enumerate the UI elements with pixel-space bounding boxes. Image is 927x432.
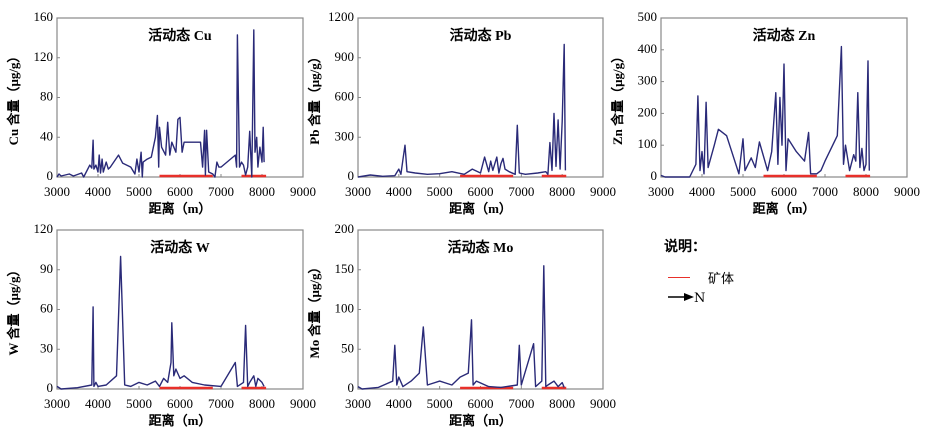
x-tick-label: 9000 [590, 396, 616, 411]
x-tick-label: 7000 [208, 184, 234, 199]
y-tick-label: 1200 [328, 9, 354, 24]
y-tick-label: 60 [40, 301, 53, 316]
x-tick-label: 7000 [508, 396, 534, 411]
x-tick-label: 4000 [85, 184, 111, 199]
series-line [357, 265, 565, 390]
y-tick-label: 90 [40, 261, 53, 276]
x-axis-label: 距离（m） [449, 201, 512, 216]
y-tick-label: 100 [335, 301, 355, 316]
y-tick-label: 200 [638, 104, 658, 119]
series-line [56, 255, 265, 390]
x-tick-label: 9000 [590, 184, 616, 199]
x-axis-label: 距离（m） [449, 413, 512, 428]
chart-title: 活动态 Cu [148, 27, 212, 44]
x-tick-label: 3000 [345, 396, 371, 411]
y-tick-label: 0 [47, 380, 54, 395]
y-axis-label: Mo 含量（μg/g） [307, 260, 322, 358]
y-tick-label: 160 [34, 9, 54, 24]
x-tick-label: 7000 [812, 184, 838, 199]
y-tick-label: 30 [40, 340, 53, 355]
y-tick-label: 150 [335, 261, 355, 276]
x-tick-label: 8000 [853, 184, 879, 199]
legend-north: N [668, 291, 734, 306]
chart-title: 活动态 W [150, 239, 210, 256]
x-axis-label: 距离（m） [149, 413, 212, 428]
chart-panel-3: 3000 4000 5000 6000 7000 8000 9000 0 30 60 90 120 距离… [6, 221, 316, 428]
arrow-right-icon [668, 291, 694, 306]
y-axis-label: W 含量（μg/g） [6, 264, 21, 356]
series-line [660, 45, 870, 178]
y-tick-label: 900 [335, 49, 355, 64]
x-tick-label: 6000 [468, 396, 494, 411]
y-tick-label: 200 [335, 221, 355, 236]
y-tick-label: 600 [335, 89, 355, 104]
y-tick-label: 300 [638, 73, 658, 88]
y-axis-label: Pb 含量（μg/g） [307, 50, 322, 144]
y-tick-label: 500 [638, 9, 658, 24]
x-tick-label: 5000 [427, 396, 453, 411]
y-tick-label: 120 [34, 49, 54, 64]
y-tick-label: 0 [651, 168, 658, 183]
y-tick-label: 300 [335, 128, 355, 143]
x-tick-label: 5000 [427, 184, 453, 199]
y-tick-label: 0 [47, 168, 54, 183]
x-tick-label: 6000 [167, 396, 193, 411]
y-tick-label: 0 [348, 380, 355, 395]
x-tick-label: 4000 [85, 396, 111, 411]
x-tick-label: 9000 [290, 396, 316, 411]
x-tick-label: 8000 [549, 184, 575, 199]
x-tick-label: 3000 [345, 184, 371, 199]
x-tick-label: 9000 [894, 184, 920, 199]
x-tick-label: 8000 [549, 396, 575, 411]
x-tick-label: 5000 [730, 184, 756, 199]
x-tick-label: 8000 [249, 396, 275, 411]
series-line [56, 29, 265, 178]
x-axis-label: 距离（m） [149, 201, 212, 216]
chart-panel-1: 3000 4000 5000 6000 7000 8000 9000 0 300 600 900 12… [307, 9, 616, 216]
chart-panel-4: 3000 4000 5000 6000 7000 8000 9000 0 50 100 150 200… [307, 221, 616, 428]
chart-title: 活动态 Zn [753, 27, 816, 44]
x-tick-label: 4000 [386, 396, 412, 411]
x-tick-label: 3000 [44, 184, 70, 199]
x-tick-label: 5000 [126, 396, 152, 411]
legend-ore-label: 矿体 [708, 272, 735, 287]
x-tick-label: 3000 [648, 184, 674, 199]
x-tick-label: 4000 [689, 184, 715, 199]
chart-title: 活动态 Pb [450, 27, 512, 44]
y-tick-label: 0 [348, 168, 355, 183]
y-axis-label: Cu 含量（μg/g） [6, 50, 21, 146]
legend-title: 说明： [664, 239, 706, 255]
series-line [357, 43, 567, 178]
x-tick-label: 6000 [771, 184, 797, 199]
legend-ore-body: 矿体 [668, 268, 734, 287]
y-tick-label: 50 [341, 340, 354, 355]
x-tick-label: 9000 [290, 184, 316, 199]
x-tick-label: 8000 [249, 184, 275, 199]
x-tick-label: 7000 [208, 396, 234, 411]
y-tick-label: 400 [638, 41, 658, 56]
x-axis-label: 距离（m） [753, 201, 816, 216]
chart-panel-0: 3000 4000 5000 6000 7000 8000 9000 0 40 80 120 160 距… [6, 9, 316, 216]
x-tick-label: 5000 [126, 184, 152, 199]
x-tick-label: 4000 [386, 184, 412, 199]
x-tick-label: 6000 [167, 184, 193, 199]
x-tick-label: 7000 [508, 184, 534, 199]
y-tick-label: 100 [638, 136, 658, 151]
ore-line-swatch [668, 277, 690, 278]
x-tick-label: 6000 [468, 184, 494, 199]
y-tick-label: 120 [34, 221, 54, 236]
y-axis-label: Zn 含量（μg/g） [610, 50, 625, 145]
chart-panel-2: 3000 4000 5000 6000 7000 8000 9000 0 100 200 300 40… [610, 9, 920, 216]
legend: 说明： 矿体 N [664, 236, 734, 306]
chart-title: 活动态 Mo [448, 239, 514, 256]
y-tick-label: 40 [40, 128, 53, 143]
y-tick-label: 80 [40, 89, 53, 104]
legend-north-label: N [694, 291, 706, 306]
x-tick-label: 3000 [44, 396, 70, 411]
